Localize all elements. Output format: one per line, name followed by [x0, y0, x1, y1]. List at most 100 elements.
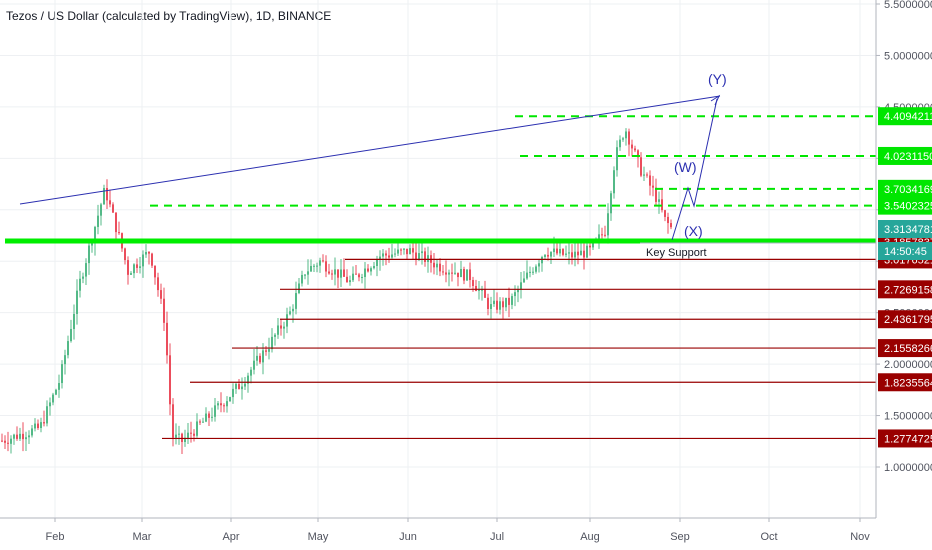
candle-body	[355, 273, 357, 275]
candle-body	[43, 422, 45, 424]
candle-body	[520, 282, 522, 290]
candle-body	[352, 273, 354, 281]
candle-body	[178, 433, 180, 435]
candle-body	[82, 276, 84, 279]
candle-body	[541, 257, 543, 264]
candle-body	[562, 248, 564, 255]
x-tick-label: Oct	[760, 531, 777, 543]
candle-body	[205, 413, 207, 422]
candle-body	[553, 248, 555, 253]
candle-body	[286, 314, 288, 327]
countdown-badge: 14:50:45	[884, 246, 927, 258]
candle-body	[214, 405, 216, 417]
candle-body	[451, 272, 453, 274]
candle-body	[298, 283, 300, 294]
countdown-badge-bg	[878, 242, 932, 260]
candle-body	[337, 269, 339, 278]
candle-body	[427, 255, 429, 262]
candle-body	[454, 272, 456, 274]
annotations: Key Support (Y) (W) (X)	[19, 71, 727, 259]
candle-body	[379, 256, 381, 260]
candle-body	[172, 404, 174, 438]
candle-body	[52, 394, 54, 403]
candle-body	[559, 248, 561, 254]
candle-body	[253, 360, 255, 370]
candle-body	[184, 437, 186, 443]
candle-body	[271, 336, 273, 350]
candle-body	[631, 144, 633, 149]
candle-body	[400, 249, 402, 251]
candle-body	[67, 341, 69, 356]
candle-body	[376, 259, 378, 267]
price-badge: 4.0231150	[884, 151, 932, 163]
candle-body	[412, 248, 414, 253]
candle-body	[601, 234, 603, 236]
candle-body	[385, 253, 387, 256]
candle-body	[346, 276, 348, 283]
candle-body	[442, 271, 444, 273]
candle-body	[340, 269, 342, 278]
candle-body	[517, 289, 519, 293]
candle-body	[196, 421, 198, 436]
candle-body	[415, 252, 417, 260]
candle-body	[250, 369, 252, 376]
candle-body	[439, 263, 441, 272]
candle-body	[406, 248, 408, 255]
x-tick-label: Aug	[580, 531, 600, 543]
candle-body	[259, 355, 261, 363]
candle-body	[472, 280, 474, 286]
candle-body	[268, 349, 270, 352]
price-badge: 2.1558266	[884, 343, 932, 355]
candle-body	[649, 175, 651, 186]
candle-body	[115, 212, 117, 233]
candle-body	[487, 297, 489, 310]
candle-body	[175, 434, 177, 438]
candle-body	[328, 271, 330, 274]
price-badge-bg	[878, 373, 932, 392]
candle-body	[604, 234, 606, 236]
price-badge-bg	[878, 429, 932, 448]
candle-body	[241, 386, 243, 390]
candle-body	[319, 260, 321, 266]
candle-body	[610, 193, 612, 214]
candle-body	[22, 433, 24, 440]
trendline	[19, 95, 721, 205]
candle-body	[193, 433, 195, 436]
price-badge-bg	[878, 107, 932, 126]
candle-body	[283, 326, 285, 329]
candle-body	[613, 170, 615, 194]
candle-body	[325, 261, 327, 272]
candle-body	[187, 432, 189, 438]
candle-body	[316, 265, 318, 267]
candle-body	[40, 422, 42, 428]
levels	[5, 115, 876, 440]
candle-body	[4, 440, 6, 443]
candle-body	[478, 289, 480, 291]
candle-body	[403, 248, 405, 250]
candle-body	[331, 273, 333, 275]
candle-body	[148, 251, 150, 254]
candle-body	[100, 204, 102, 216]
candle-body	[247, 375, 249, 384]
candle-body	[667, 216, 669, 224]
candle-body	[118, 232, 120, 234]
candle-body	[334, 269, 336, 275]
candle-body	[88, 245, 90, 264]
x-tick-label: May	[308, 531, 329, 543]
candle-body	[577, 251, 579, 256]
candle-body	[583, 250, 585, 258]
candle-body	[535, 266, 537, 272]
candle-body	[484, 289, 486, 298]
candle-body	[607, 213, 609, 236]
candle-body	[289, 311, 291, 315]
candle-body	[181, 433, 183, 443]
candle-body	[46, 406, 48, 424]
candle-body	[226, 401, 228, 407]
y-tick-label: 2.0000000	[884, 359, 932, 371]
x-tick-label: Jul	[490, 531, 504, 543]
candle-body	[388, 255, 390, 258]
candle-body	[448, 272, 450, 275]
candle-body	[37, 423, 39, 428]
